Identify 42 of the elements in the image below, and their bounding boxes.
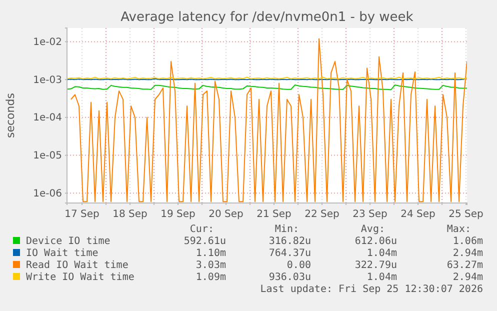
x-tick-label: 20 Sep	[208, 209, 244, 220]
line-series	[70, 38, 467, 202]
text: 2.94m	[452, 248, 483, 259]
y-tick-label: 1e-02	[33, 36, 62, 48]
text: 3.03m	[196, 260, 226, 271]
legend-label: Device IO time	[26, 236, 110, 247]
text: 1.09m	[196, 272, 226, 283]
text: Min:	[274, 224, 299, 235]
x-tick-label: 24 Sep	[400, 209, 436, 220]
text: 764.37u	[268, 248, 311, 259]
text: Avg:	[360, 224, 385, 235]
y-tick-label: 1e-06	[33, 188, 62, 200]
chart-title: Average latency for /dev/nvme0n1 - by week	[120, 10, 414, 25]
x-tick-label: 18 Sep	[112, 209, 148, 220]
text: 63.27m	[446, 260, 483, 271]
x-tick-label: 22 Sep	[304, 209, 340, 220]
x-tick-label: 25 Sep	[448, 209, 484, 220]
legend-label: IO Wait time	[26, 248, 98, 259]
text: Cur:	[190, 224, 214, 235]
text: 316.82u	[268, 236, 311, 247]
x-tick-label: 17 Sep	[64, 209, 100, 220]
y-tick-label: 1e-03	[33, 74, 62, 86]
y-tick-label: 1e-04	[33, 112, 62, 124]
y-tick-label: 1e-05	[33, 150, 62, 162]
text: 612.06u	[354, 236, 397, 247]
text: Last update: Fri Sep 25 12:30:07 2026	[260, 284, 483, 295]
legend-label: Write IO Wait time	[26, 272, 134, 283]
x-tick-label: 23 Sep	[352, 209, 388, 220]
text: 2.94m	[452, 272, 483, 283]
text: 322.79u	[354, 260, 397, 271]
text: Max:	[446, 224, 471, 235]
x-tick-label: 19 Sep	[160, 209, 196, 220]
text: 1.04m	[366, 248, 397, 259]
y-axis-title: seconds	[4, 92, 17, 138]
text: 592.61u	[184, 236, 226, 247]
text: 0.00	[286, 260, 311, 271]
text: 936.03u	[268, 272, 311, 283]
text: 1.04m	[366, 272, 397, 283]
x-tick-label: 21 Sep	[256, 209, 292, 220]
text: 1.06m	[452, 236, 483, 247]
text: 1.10m	[196, 248, 226, 259]
legend-label: Read IO Wait time	[26, 260, 128, 271]
